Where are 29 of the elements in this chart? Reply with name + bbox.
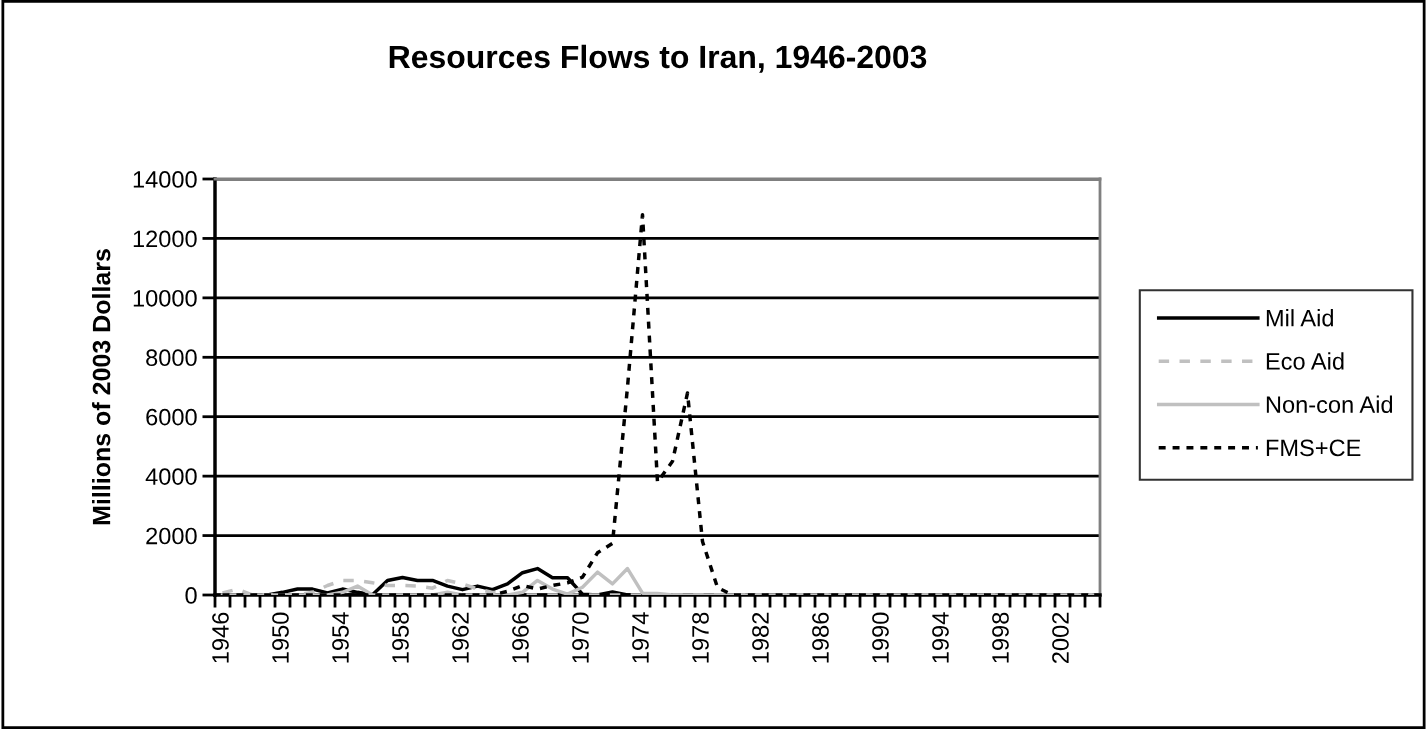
x-tick-label: 2002 <box>1052 612 1069 663</box>
y-tick-label: 4000 <box>145 468 197 485</box>
x-tick-label: 1998 <box>992 612 1009 663</box>
x-tick-label: 1970 <box>572 612 589 663</box>
legend-label: Eco Aid <box>1266 352 1344 370</box>
legend-label: FMS+CE <box>1266 439 1361 457</box>
x-tick-label: 1990 <box>872 612 889 663</box>
y-tick-label: 6000 <box>146 408 197 426</box>
x-tick-label: 1966 <box>512 612 529 663</box>
chart-title: Resources Flows to Iran, 1946-2003 <box>389 44 927 73</box>
y-tick-label: 0 <box>185 587 197 604</box>
y-tick-label: 12000 <box>133 230 197 248</box>
legend-label: Mil Aid <box>1266 309 1333 327</box>
y-tick-label: 2000 <box>146 527 197 545</box>
x-tick-label: 1950 <box>272 612 289 663</box>
x-tick-label: 1982 <box>752 612 769 663</box>
x-tick-label: 1962 <box>452 612 469 663</box>
x-tick-label: 1974 <box>632 612 649 663</box>
x-tick-label: 1994 <box>932 612 949 663</box>
x-tick-label: 1986 <box>812 612 829 663</box>
y-tick-label: 10000 <box>133 289 197 307</box>
x-tick-label: 1954 <box>332 612 349 663</box>
x-tick-label: 1978 <box>692 612 709 663</box>
legend-label: Non-con Aid <box>1266 395 1393 413</box>
y-tick-label: 14000 <box>133 171 197 188</box>
y-tick-label: 8000 <box>146 349 197 367</box>
x-tick-label: 1958 <box>392 612 409 663</box>
x-tick-label: 1946 <box>212 612 229 663</box>
y-axis-title: Millions of 2003 Dollars <box>92 249 111 525</box>
